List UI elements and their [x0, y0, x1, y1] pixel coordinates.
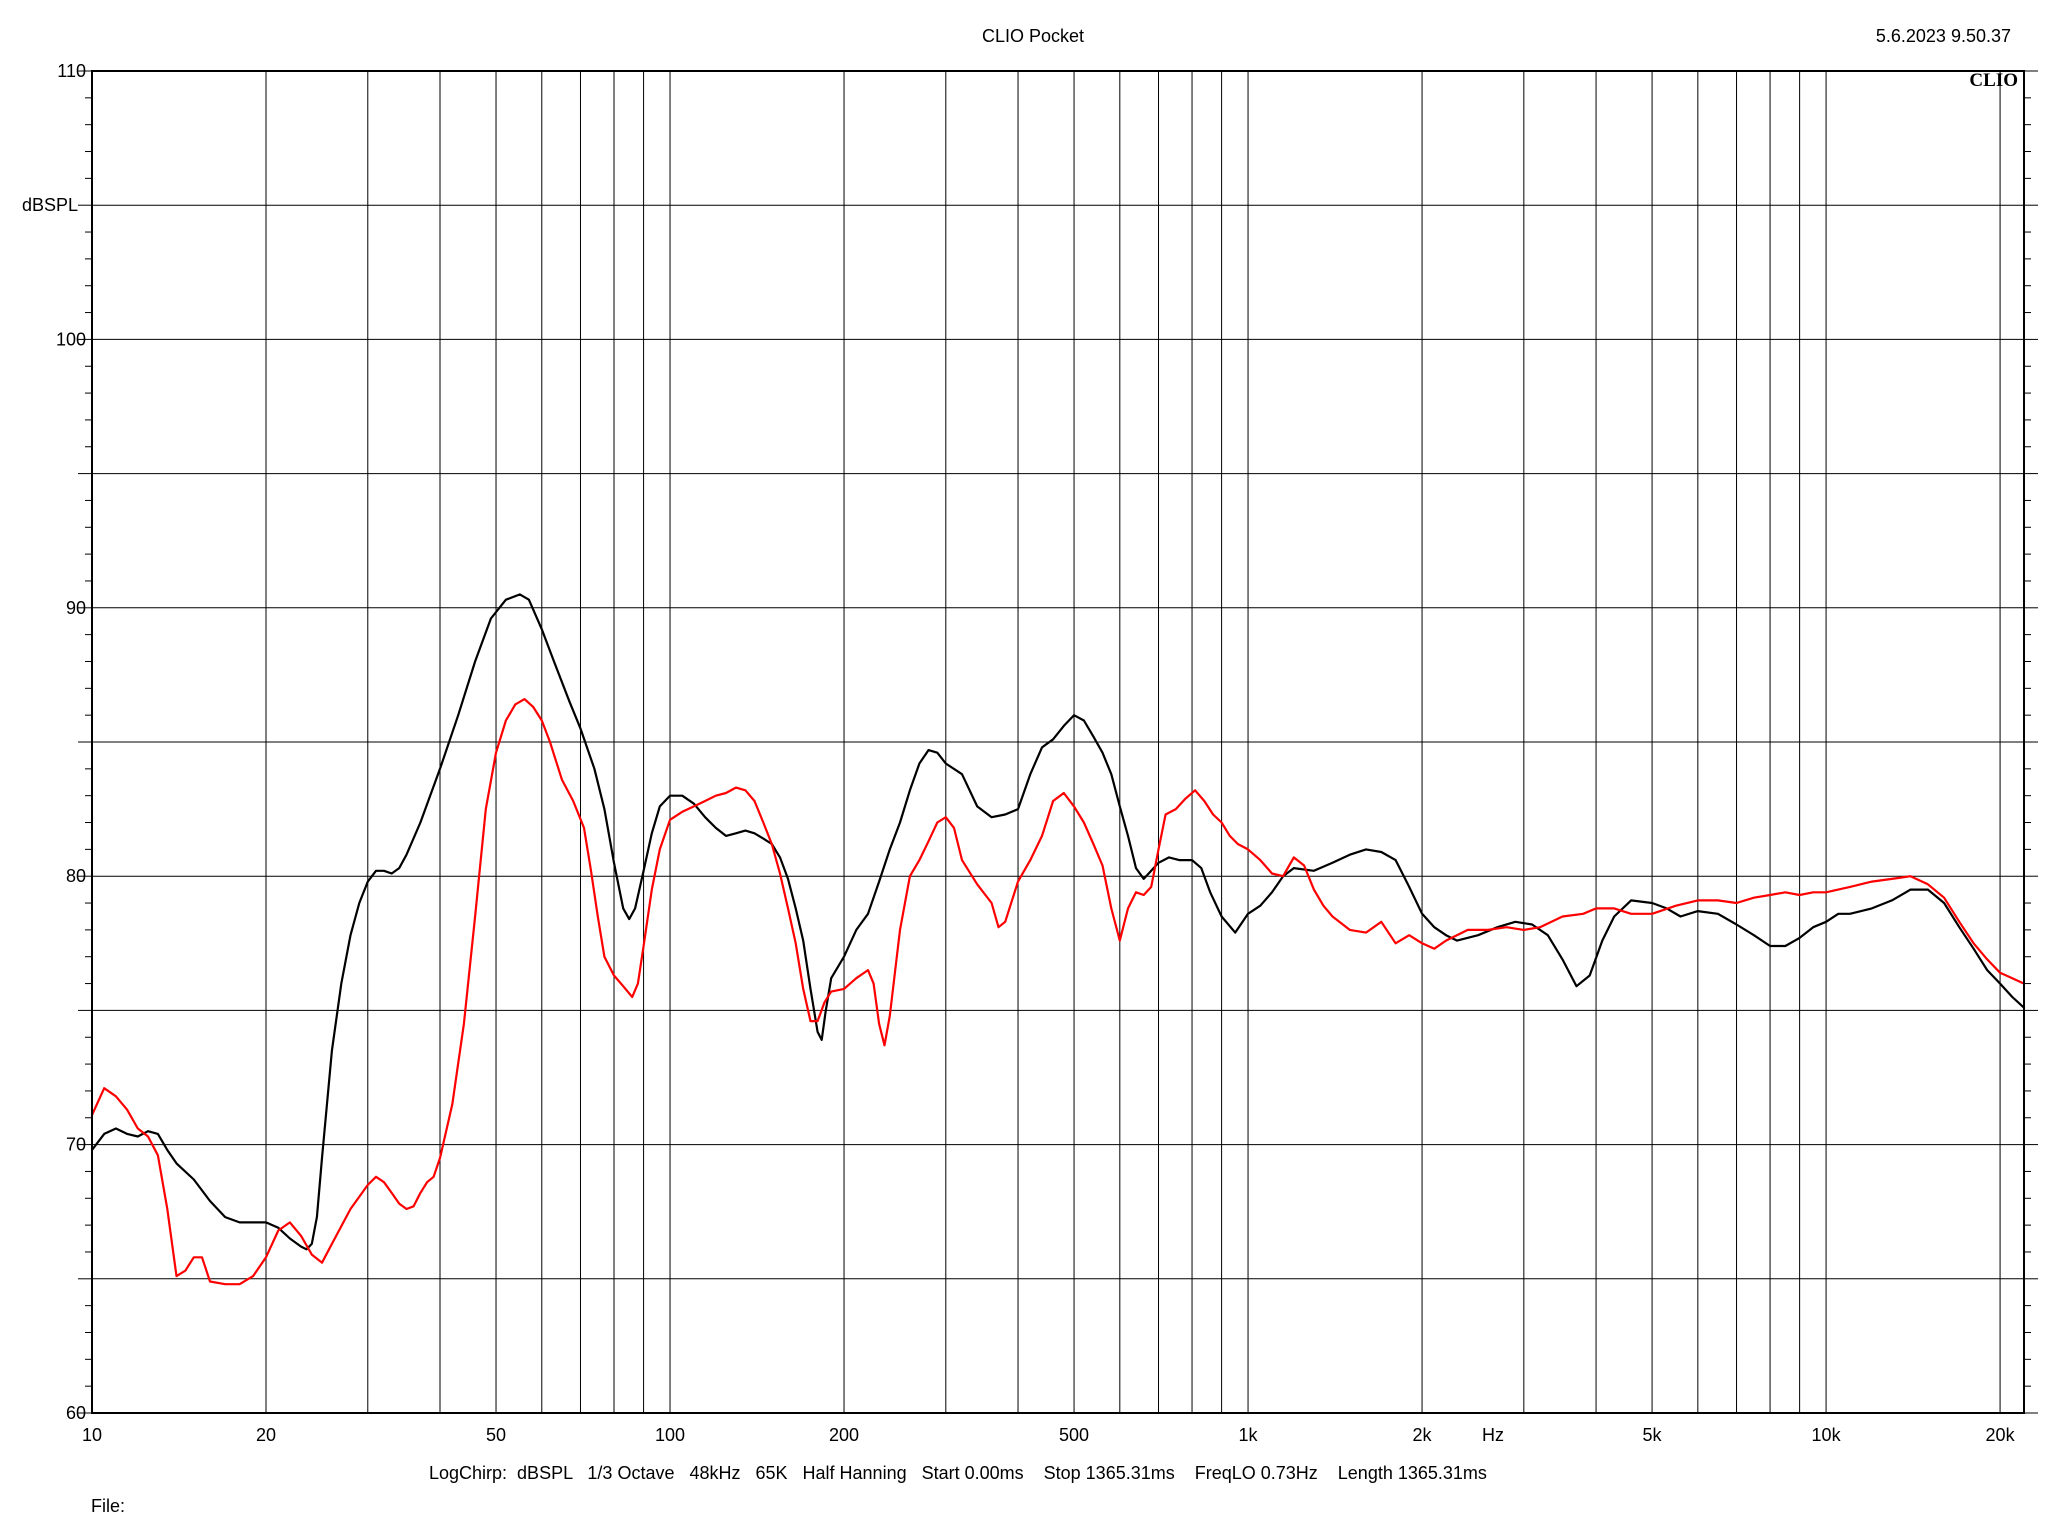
x-tick-label: 100: [655, 1425, 685, 1445]
timestamp: 5.6.2023 9.50.37: [1876, 26, 2011, 46]
x-tick-label: 10k: [1812, 1425, 1842, 1445]
file-label: File:: [91, 1496, 125, 1516]
y-tick-labels: 60 70 80 90 100 110: [56, 61, 86, 1423]
series-layer: [90, 593, 2026, 1286]
x-tick-label: 20k: [1986, 1425, 2016, 1445]
y-tick-label: 80: [66, 866, 86, 886]
x-tick-label: 5k: [1643, 1425, 1663, 1445]
y-tick-label: 110: [57, 61, 86, 81]
y-tick-label: 90: [66, 598, 86, 618]
x-tick-label: 50: [486, 1425, 506, 1445]
series-line-red: [90, 698, 2026, 1286]
x-axis-label: Hz: [1482, 1425, 1504, 1445]
x-tick-label: 20: [256, 1425, 276, 1445]
series-line-black: [90, 593, 2026, 1251]
x-tick-label: 200: [829, 1425, 859, 1445]
brand-logo: CLIO: [1969, 70, 2018, 91]
tick-marks: [78, 70, 2038, 1414]
x-tick-labels: 10 20 50 100 200 500 1k 2k 5k 10k 20k: [82, 1425, 2016, 1445]
settings-line: LogChirp: dBSPL 1/3 Octave 48kHz 65K Hal…: [429, 1463, 1487, 1483]
y-tick-label: 100: [56, 329, 86, 349]
x-tick-label: 2k: [1413, 1425, 1433, 1445]
plot-frame: [91, 70, 2025, 1414]
x-tick-label: 10: [82, 1425, 102, 1445]
x-tick-label: 500: [1059, 1425, 1089, 1445]
x-tick-label: 1k: [1239, 1425, 1259, 1445]
y-axis-label: dBSPL: [22, 195, 78, 215]
grid: [91, 70, 2024, 1414]
y-tick-label: 60: [66, 1403, 86, 1423]
y-tick-label: 70: [66, 1135, 86, 1155]
chart-title: CLIO Pocket: [982, 26, 1084, 46]
